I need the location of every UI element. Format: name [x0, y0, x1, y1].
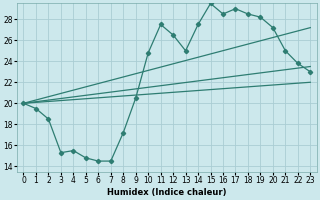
X-axis label: Humidex (Indice chaleur): Humidex (Indice chaleur) [107, 188, 227, 197]
